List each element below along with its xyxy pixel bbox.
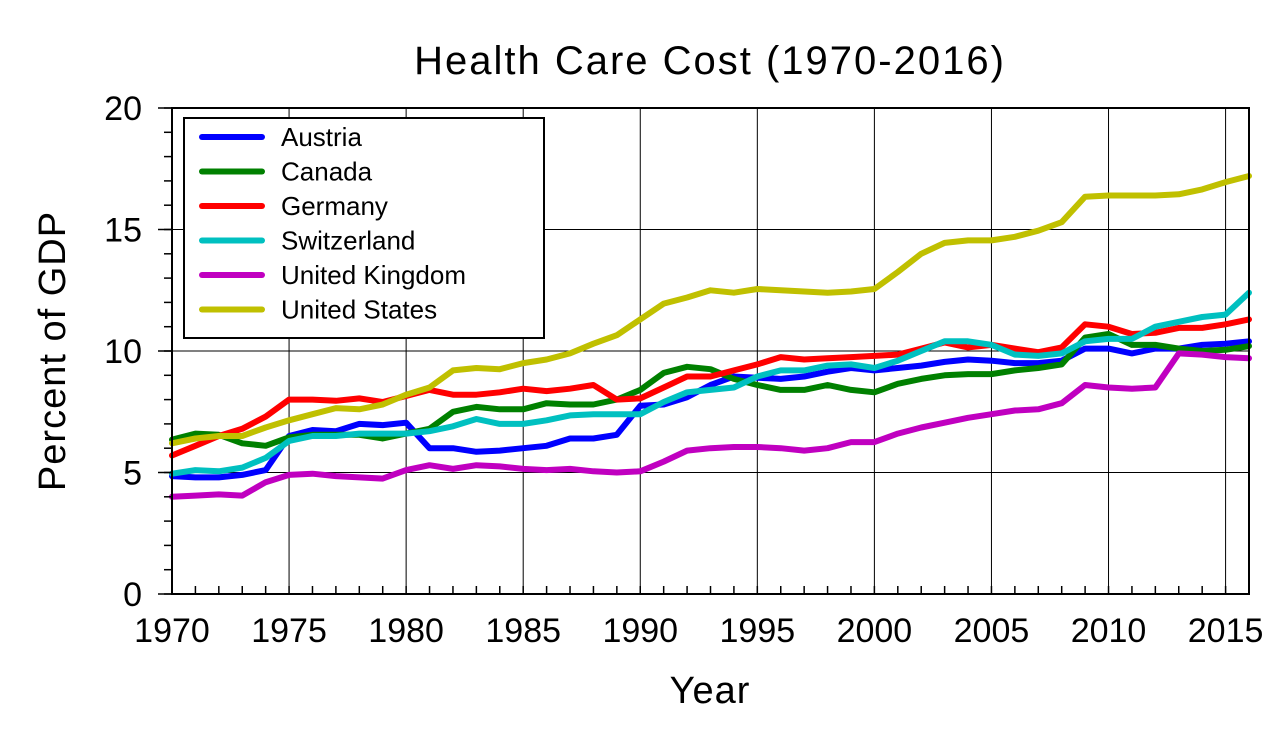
- series-lines: [169, 173, 1252, 500]
- legend-label-austria: Austria: [281, 122, 362, 152]
- y-tick-label: 15: [104, 212, 142, 250]
- y-tick-label: 5: [123, 455, 142, 493]
- x-tick-label: 2015: [1188, 612, 1264, 650]
- x-tick-label: 1995: [720, 612, 796, 650]
- x-tick-label: 1980: [368, 612, 444, 650]
- x-tick-label: 1970: [134, 612, 210, 650]
- x-tick-label: 1985: [485, 612, 561, 650]
- legend-box: [183, 117, 545, 339]
- legend-label-germany: Germany: [281, 191, 388, 221]
- x-tick-label: 1975: [251, 612, 327, 650]
- x-axis-label: Year: [670, 670, 751, 712]
- x-tick-label: 1990: [602, 612, 678, 650]
- series-line-united-kingdom: [169, 350, 1252, 500]
- x-tick-label: 2005: [954, 612, 1030, 650]
- series-line-switzerland: [169, 289, 1252, 477]
- axis-ticks: 1970 1975 1980 1985 1990 1995 2000 2005 2010 2015…: [104, 90, 1263, 650]
- x-tick-label: 2000: [837, 612, 913, 650]
- y-tick-label: 10: [104, 333, 142, 371]
- legend: Austria Canada Germany Switzerland United Ki…: [183, 117, 545, 339]
- series-line-united-states: [169, 173, 1252, 447]
- legend-label-united-states: United States: [281, 295, 437, 325]
- y-axis-label: Percent of GDP: [32, 211, 74, 491]
- y-tick-label: 0: [123, 576, 142, 614]
- series-line-germany: [169, 316, 1252, 459]
- y-tick-label: 20: [104, 90, 142, 128]
- legend-label-switzerland: Switzerland: [281, 226, 415, 256]
- chart-title: Health Care Cost (1970-2016): [414, 39, 1006, 83]
- x-tick-label: 2010: [1071, 612, 1147, 650]
- legend-label-united-kingdom: United Kingdom: [281, 260, 466, 290]
- legend-label-canada: Canada: [281, 157, 373, 187]
